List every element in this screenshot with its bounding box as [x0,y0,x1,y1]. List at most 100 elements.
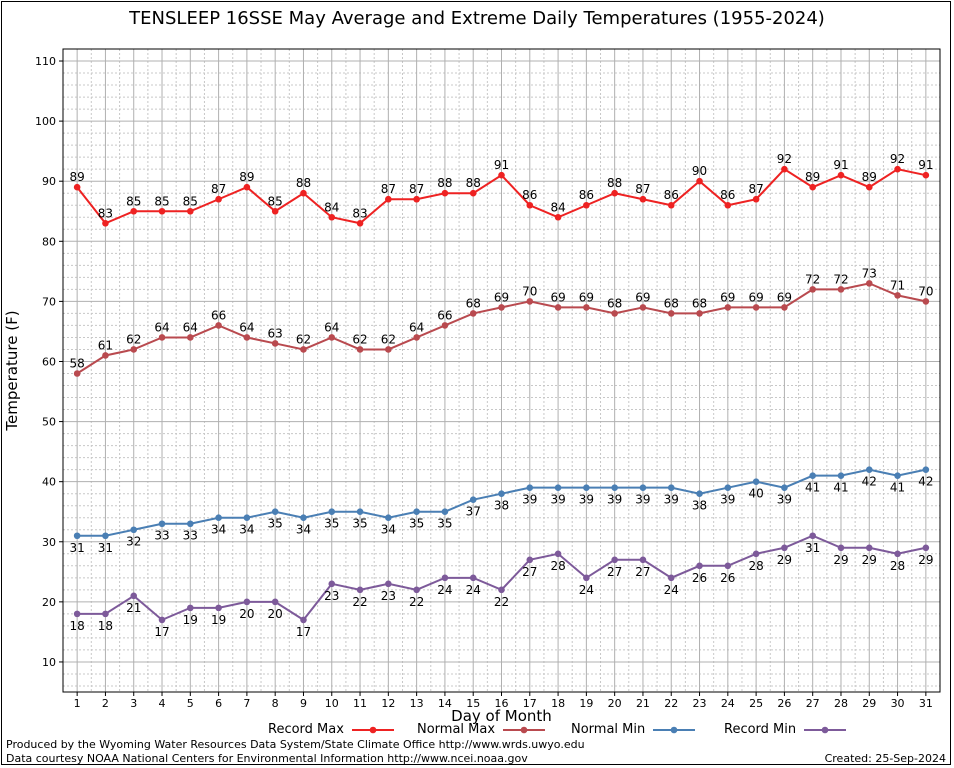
normal-max-data-label: 72 [833,272,848,286]
record-min-point [922,544,930,552]
normal-min-data-label: 42 [918,475,933,489]
record-min-data-label: 27 [607,565,622,579]
normal-max-data-label: 64 [324,320,339,334]
record-min-point [611,556,618,564]
record-max-data-label: 86 [522,188,537,202]
normal-max-point [158,334,166,341]
record-max-point [130,207,138,215]
record-max-point [215,195,222,203]
normal-max-point [611,310,618,317]
record-min-data-label: 27 [635,565,650,579]
record-max-point [781,165,788,173]
normal-max-point [441,322,449,329]
record-max-point [724,201,732,209]
x-tick-label: 9 [300,697,307,710]
normal-max-data-label: 68 [664,296,679,310]
record-max-point [187,207,194,215]
record-min-data-label: 26 [692,571,707,585]
normal-max-point [639,304,647,311]
normal-min-point [271,508,279,516]
record-min-point [413,586,420,594]
footer-produced-by: Produced by the Wyoming Water Resources … [6,738,585,751]
record-max-point [611,189,618,197]
x-tick-label: 21 [636,697,650,710]
normal-max-point [328,334,336,341]
legend-swatch [503,726,546,733]
x-tick-label: 12 [381,697,395,710]
normal-min-point [328,508,336,516]
record-max-data-label: 86 [720,188,735,202]
record-min-data-label: 24 [664,583,679,597]
record-min-data-label: 22 [409,595,424,609]
x-axis-label: Day of Month [451,707,552,725]
record-max-data-label: 85 [154,194,169,208]
y-tick-label: 90 [42,175,56,188]
x-tick-label: 19 [579,697,593,710]
x-tick-label: 2 [102,697,109,710]
normal-max-point [583,304,590,311]
normal-min-point [300,514,307,522]
legend-swatch [804,726,847,733]
normal-min-data-label: 34 [296,523,311,537]
normal-min-point [215,514,222,522]
record-max-point [469,189,477,197]
x-tick-label: 28 [834,697,848,710]
normal-min-point [73,532,81,540]
record-min-data-label: 22 [494,595,509,609]
x-tick-label: 31 [919,697,933,710]
normal-max-data-label: 69 [579,290,594,304]
record-max-point [809,183,816,191]
normal-max-data-label: 69 [635,290,650,304]
record-max-point [102,219,109,227]
normal-min-point [356,508,364,516]
record-max-data-label: 89 [239,170,254,184]
normal-min-data-label: 34 [211,523,226,537]
normal-max-data-label: 72 [805,272,820,286]
record-max-point [328,213,336,221]
normal-min-point [498,490,505,497]
normal-max-data-label: 70 [522,284,537,298]
record-min-point [894,550,901,558]
x-tick-label: 14 [438,697,452,710]
normal-min-point [187,520,194,528]
x-tick-label: 10 [325,697,339,710]
record-min-point [385,580,392,588]
normal-max-point [102,352,109,359]
normal-min-point [413,508,420,516]
normal-min-data-label: 33 [154,529,169,543]
record-min-data-label: 22 [352,595,367,609]
normal-max-data-label: 61 [98,338,113,352]
record-min-data-label: 29 [862,553,877,567]
y-axis-label: Temperature (F) [3,310,21,431]
normal-max-point [837,286,845,293]
normal-min-data-label: 35 [409,517,424,531]
normal-max-point [300,346,307,353]
y-tick-label: 40 [42,476,56,489]
x-tick-label: 25 [749,697,763,710]
normal-max-point [865,280,873,287]
x-tick-label: 18 [551,697,565,710]
record-min-point [667,574,675,582]
y-tick-label: 80 [42,235,56,248]
normal-max-data-label: 69 [494,290,509,304]
x-tick-label: 23 [693,697,707,710]
normal-min-point [781,484,788,491]
record-min-data-label: 19 [211,613,226,627]
record-min-point [102,610,109,618]
record-min-point [441,574,449,582]
record-max-data-label: 85 [126,194,141,208]
x-tick-label: 3 [130,697,137,710]
normal-min-point [441,508,449,516]
normal-max-data-label: 71 [890,278,905,292]
record-max-point [894,165,901,173]
record-min-point [300,616,307,624]
y-tick-label: 70 [42,295,56,308]
record-min-data-label: 28 [550,559,565,573]
x-tick-label: 11 [353,697,367,710]
normal-max-point [526,298,534,305]
record-max-point [667,201,675,209]
record-max-data-label: 87 [409,182,424,196]
record-min-point [865,544,873,552]
normal-max-data-label: 64 [239,320,254,334]
footer-data-courtesy: Data courtesy NOAA National Centers for … [6,752,528,765]
